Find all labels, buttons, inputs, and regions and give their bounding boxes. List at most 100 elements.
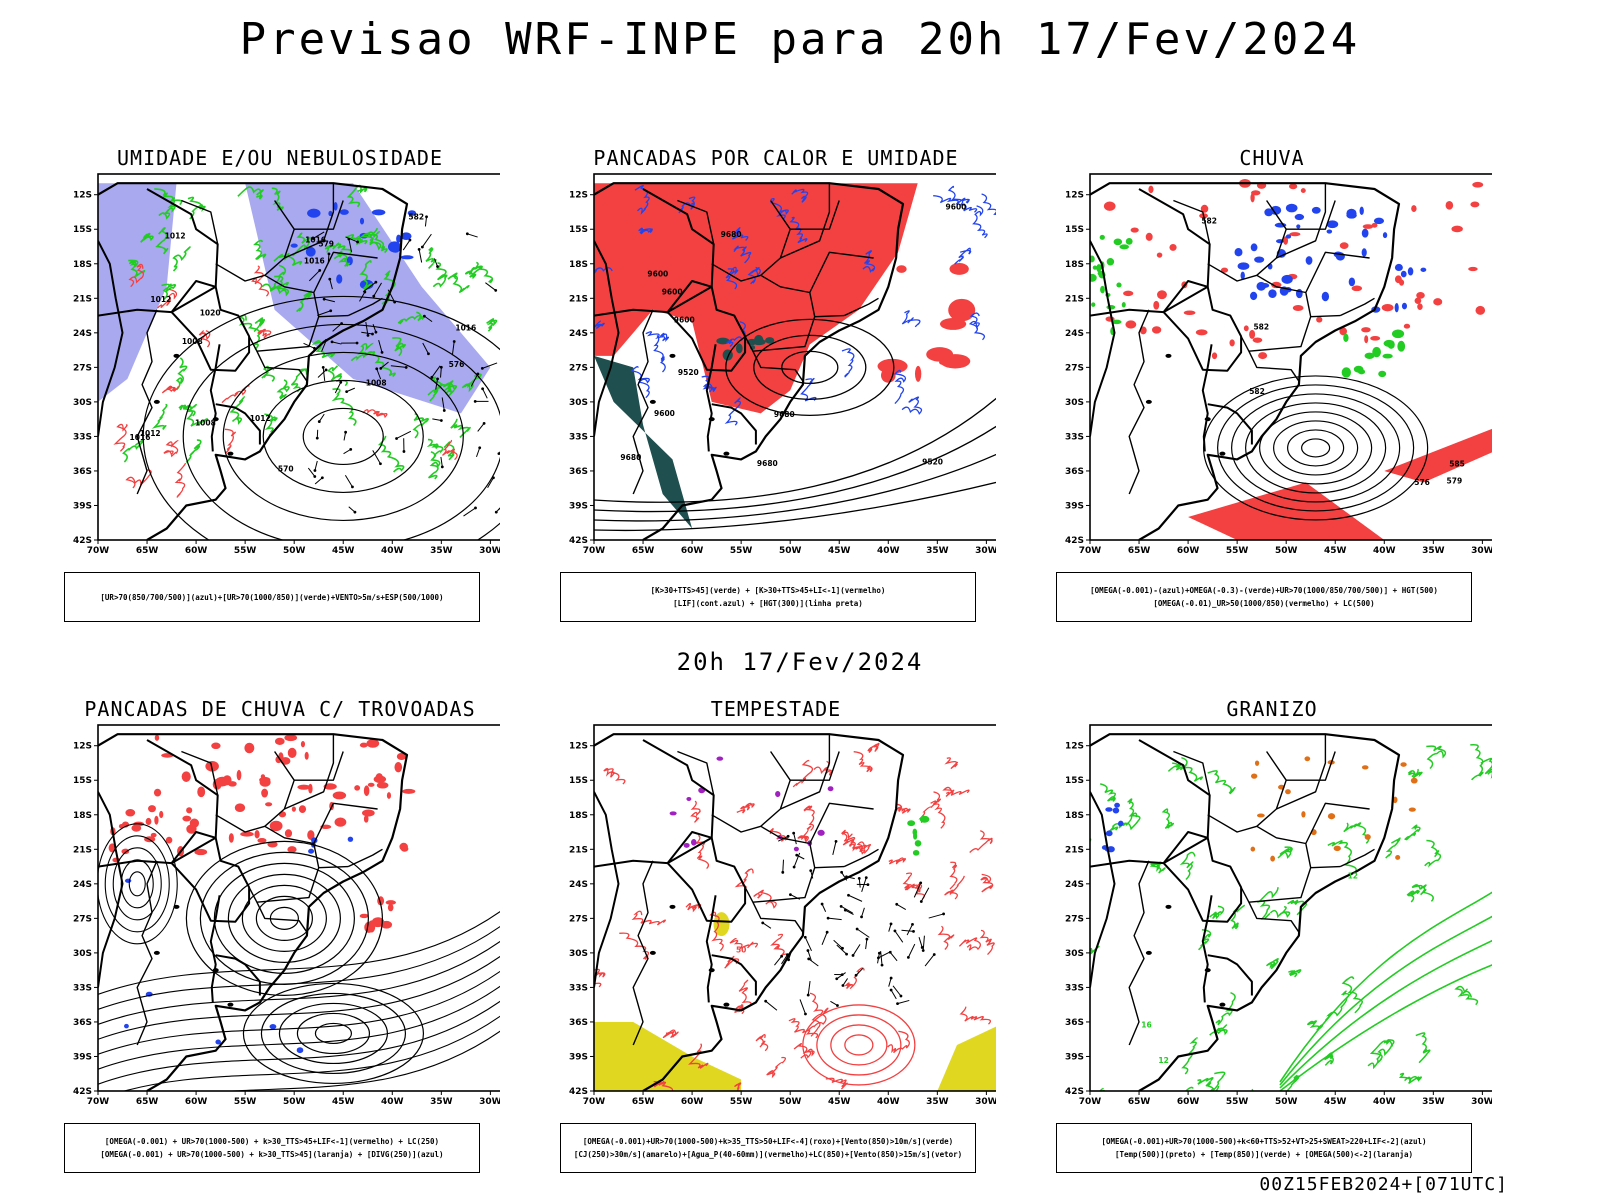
- rain-red-cell: [1361, 327, 1371, 333]
- contour-label: 1008: [195, 418, 216, 427]
- precipitable-water-contour: [809, 992, 824, 1037]
- lake: [212, 968, 219, 973]
- humidity-green-contour: [178, 403, 197, 417]
- omega-orange-cell: [1304, 756, 1311, 762]
- wind850-vector: [792, 865, 796, 869]
- omega-orange-cell: [1364, 834, 1371, 840]
- wind-vector: [365, 321, 369, 336]
- precipitable-water-contour: [736, 802, 755, 814]
- temp850-green-contour: [1407, 768, 1423, 779]
- rain-blue-cell: [1296, 224, 1301, 229]
- rain-blue-cell: [1285, 234, 1292, 239]
- country-border: [98, 739, 219, 868]
- jet-yellow-area: [713, 912, 730, 937]
- streamline: [104, 835, 170, 933]
- lat-label: 21S: [1065, 845, 1084, 855]
- lon-label: 60W: [185, 1097, 208, 1107]
- precipitable-water-contour: [969, 830, 993, 853]
- thunder-red-cell: [367, 782, 375, 787]
- wind850-green-cell: [913, 832, 918, 840]
- wind850-vector: [836, 944, 847, 955]
- rain-red-cell: [1339, 327, 1347, 336]
- thunder-red-cell: [284, 734, 298, 742]
- wind850-vector: [919, 881, 923, 885]
- panel-title: CHUVA: [1239, 146, 1305, 170]
- rain-green-cell: [1391, 329, 1405, 339]
- rain-red-cell: [1200, 204, 1209, 213]
- wind-vector: [328, 277, 332, 281]
- contour-label: 579: [1447, 477, 1463, 486]
- contour-label: 9600: [647, 269, 668, 278]
- map-frame: [1089, 173, 1492, 541]
- temp850-green-contour: [1398, 1072, 1422, 1085]
- thickness-red-contour: [251, 265, 269, 297]
- panel-chuva: CHUVA 582 579 582 582 585 576 12S 15S 18S 21S 24S 2…: [1052, 146, 1492, 622]
- humidity-green-contour: [360, 227, 382, 251]
- wind850-vector: [924, 954, 935, 967]
- humidity-green-contour: [271, 187, 284, 211]
- lifted-index-contour: [901, 396, 923, 415]
- rain-red-cell: [1156, 252, 1163, 258]
- streamline: [223, 1030, 500, 1091]
- humidity-green-contour: [229, 395, 245, 425]
- lat-label: 15S: [1065, 225, 1084, 235]
- state-border: [248, 316, 320, 352]
- rain-red-cell: [1300, 188, 1306, 194]
- rain-red-cell: [1123, 290, 1134, 297]
- humidity-green-contour: [296, 290, 313, 313]
- state-border: [248, 867, 320, 903]
- wind850-vector: [842, 978, 848, 986]
- thunder-red-cell: [159, 810, 164, 819]
- thunder-red-cell: [304, 751, 309, 760]
- thunder-red-cell: [267, 841, 278, 848]
- lon-label: 35W: [926, 1097, 949, 1107]
- lat-label: 36S: [73, 1018, 92, 1028]
- wind850-vector: [774, 955, 783, 966]
- thunder-red-cell: [269, 820, 283, 832]
- rain-red-cell: [1316, 316, 1323, 323]
- thunder-red-cell: [362, 809, 375, 817]
- lifted-index-contour: [594, 267, 613, 277]
- wind-vector: [431, 365, 441, 378]
- thunder-red-cell: [265, 802, 273, 807]
- map-pancadas-calor: 9680 9680 9680 9600 9520 9600 9680 9600 9600 9520…: [569, 173, 996, 556]
- lat-label: 12S: [569, 191, 588, 201]
- humidity-green-contour: [364, 231, 388, 254]
- rain-green-cell: [1121, 302, 1126, 308]
- country-border: [594, 739, 715, 868]
- lat-label: 42S: [1065, 1087, 1084, 1097]
- wind-vector: [463, 507, 476, 517]
- rain-red-cell: [1220, 267, 1229, 273]
- convection-green-cell: [754, 334, 764, 345]
- state-border: [181, 199, 219, 245]
- contour-label: 9600: [654, 409, 675, 418]
- wind850-vector: [864, 876, 868, 880]
- humidity-green-contour: [333, 250, 350, 267]
- wind-vector: [452, 340, 456, 343]
- wind850-vector: [889, 988, 893, 992]
- wind-vector: [475, 447, 481, 458]
- coastline: [594, 182, 905, 540]
- wind850-vector: [843, 908, 847, 912]
- precipitable-water-contour: [843, 967, 865, 990]
- precipitable-water-contour: [840, 829, 856, 847]
- thunder-red-cell: [287, 846, 297, 853]
- temp850-green-contour: [1215, 991, 1236, 1026]
- wind850-vector: [840, 973, 844, 977]
- humidity-blue-area: [245, 183, 491, 414]
- lake: [1219, 451, 1226, 456]
- contour-label: 1016: [305, 235, 326, 244]
- lat-label: 18S: [73, 811, 92, 821]
- precipitable-water-contour: [766, 1056, 787, 1079]
- caption-line-2: [CJ(250)>30m/s](amarelo)+[Agua_P(40-60mm…: [573, 1150, 963, 1159]
- wind-vector: [440, 456, 443, 467]
- lat-label: 27S: [569, 363, 588, 373]
- wind-vector: [372, 324, 377, 333]
- wind850-vector: [942, 912, 945, 916]
- thickness-red-contour: [174, 462, 187, 498]
- lon-label: 55W: [1226, 546, 1249, 556]
- wind-vector: [482, 388, 488, 399]
- country-border: [705, 895, 717, 1003]
- wind-vector: [421, 233, 432, 248]
- humidity-blue-cell: [336, 274, 343, 284]
